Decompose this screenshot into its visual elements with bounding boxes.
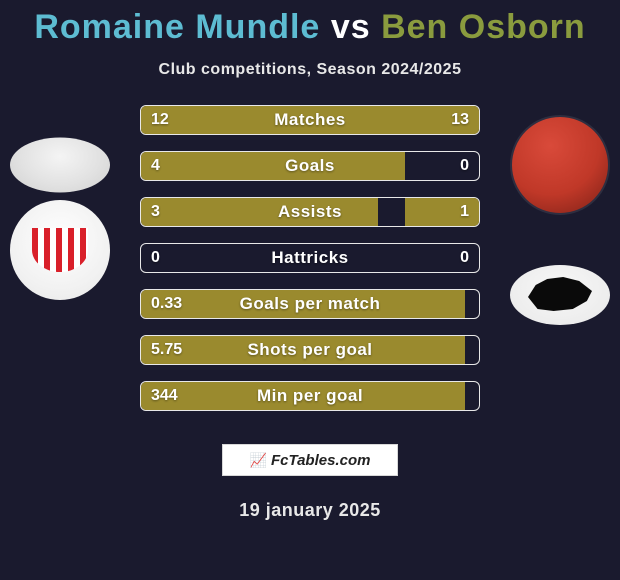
comparison-title: Romaine Mundle vs Ben Osborn xyxy=(0,0,620,47)
stat-value-right: 1 xyxy=(450,198,479,226)
player1-name: Romaine Mundle xyxy=(34,8,320,46)
stat-value-right: 0 xyxy=(450,152,479,180)
stat-label: Matches xyxy=(141,106,479,134)
vs-text: vs xyxy=(331,8,371,46)
stat-value-left: 0.33 xyxy=(141,290,192,318)
stat-row: Shots per goal5.75 xyxy=(140,335,480,365)
stat-row: Hattricks0 0 xyxy=(140,243,480,273)
stat-label: Assists xyxy=(141,198,479,226)
stat-row: Goals4 0 xyxy=(140,151,480,181)
brand-logo[interactable]: 📈 FcTables.com xyxy=(222,444,398,476)
stat-value-right: 0 xyxy=(450,244,479,272)
stat-row: Goals per match0.33 xyxy=(140,289,480,319)
stat-label: Min per goal xyxy=(141,382,479,410)
stat-row: Min per goal344 xyxy=(140,381,480,411)
stat-label: Hattricks xyxy=(141,244,479,272)
date-label: 19 january 2025 xyxy=(0,500,620,521)
subtitle: Club competitions, Season 2024/2025 xyxy=(0,61,620,79)
player2-club-badge xyxy=(510,265,610,325)
player2-avatar xyxy=(510,115,610,215)
stat-value-left: 3 xyxy=(141,198,170,226)
stat-value-left: 4 xyxy=(141,152,170,180)
stat-label: Goals xyxy=(141,152,479,180)
stat-row: Matches12 13 xyxy=(140,105,480,135)
chart-icon: 📈 xyxy=(250,452,267,469)
stat-value-right: 13 xyxy=(441,106,479,134)
player2-name: Ben Osborn xyxy=(381,8,586,46)
player1-avatar xyxy=(10,138,110,193)
stat-value-left: 344 xyxy=(141,382,188,410)
stat-value-left: 5.75 xyxy=(141,336,192,364)
stat-value-left: 0 xyxy=(141,244,170,272)
stat-value-left: 12 xyxy=(141,106,179,134)
player1-club-badge xyxy=(10,200,110,300)
stat-row: Assists3 1 xyxy=(140,197,480,227)
stat-bars: Matches1213Goals40Assists31Hattricks00Go… xyxy=(140,105,480,427)
brand-label: FcTables.com xyxy=(271,452,370,469)
comparison-stage: Matches1213Goals40Assists31Hattricks00Go… xyxy=(0,105,620,465)
